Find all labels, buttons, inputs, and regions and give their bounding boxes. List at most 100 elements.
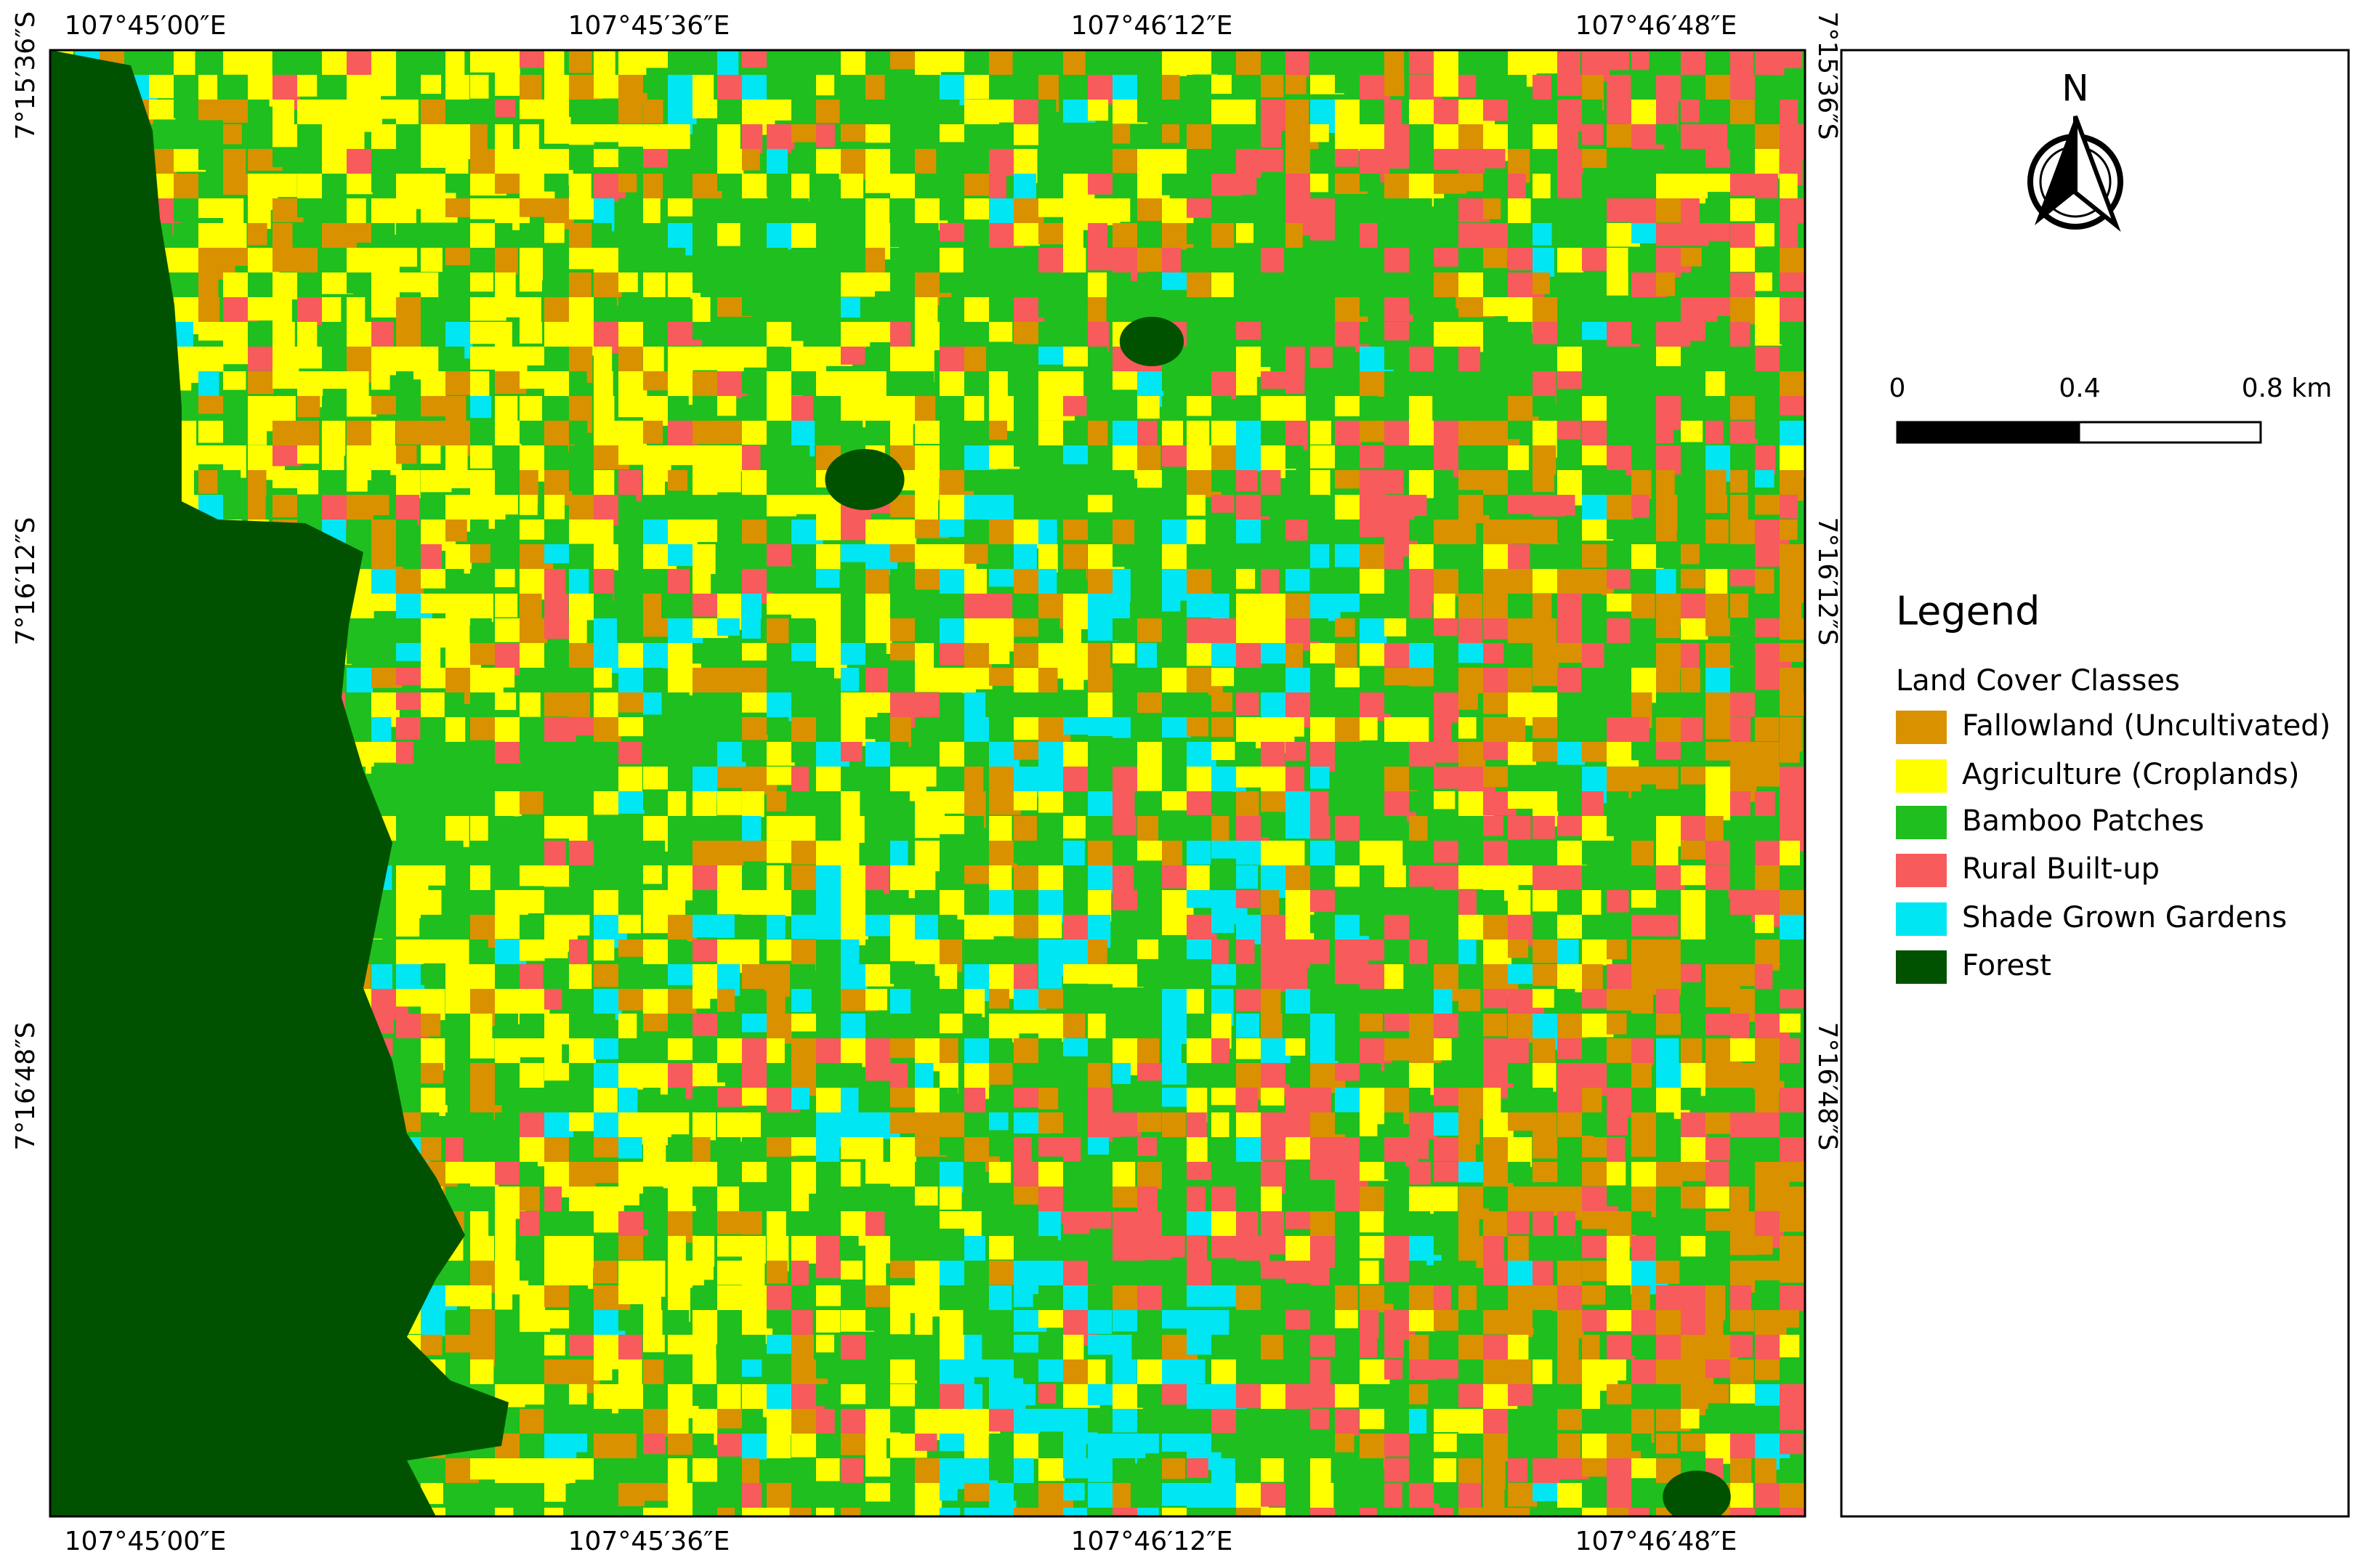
land-cover-patch: [1730, 297, 1759, 325]
land-cover-patch: [1285, 816, 1313, 839]
land-cover-patch: [668, 248, 686, 267]
land-cover-patch: [1137, 841, 1166, 861]
land-cover-patch: [717, 100, 743, 126]
land-cover-patch: [520, 371, 549, 389]
land-cover-patch: [396, 964, 425, 994]
land-cover-patch: [1434, 742, 1461, 763]
land-cover-patch: [544, 371, 573, 398]
land-cover-patch: [347, 174, 373, 195]
land-cover-patch: [371, 964, 392, 993]
land-cover-patch: [1780, 1038, 1801, 1063]
land-cover-patch: [1730, 1335, 1753, 1358]
land-cover-patch: [1014, 1508, 1045, 1516]
land-cover-patch: [1557, 1409, 1584, 1431]
land-cover-patch: [495, 272, 516, 301]
land-cover-patch: [643, 1458, 669, 1477]
coordinate-label: 107°46′48″E: [1575, 1527, 1737, 1556]
land-cover-patch: [1409, 322, 1433, 347]
land-cover-patch: [495, 791, 522, 817]
land-cover-patch: [569, 1458, 594, 1480]
land-cover-patch: [1681, 767, 1710, 785]
land-cover-patch: [1310, 767, 1330, 789]
land-cover-patch: [1508, 1458, 1527, 1483]
land-cover-patch: [1113, 1112, 1142, 1137]
land-cover-patch: [1533, 569, 1562, 594]
land-cover-patch: [594, 767, 620, 793]
land-cover-patch: [717, 1359, 744, 1380]
coordinate-label: 107°46′12″E: [1071, 11, 1233, 41]
land-cover-patch: [544, 668, 572, 692]
land-cover-patch: [1607, 1162, 1626, 1186]
land-cover-patch: [1607, 149, 1626, 169]
land-cover-patch: [1285, 742, 1307, 761]
land-cover-patch: [816, 1285, 846, 1306]
land-cover-patch: [1310, 223, 1339, 241]
land-cover-patch: [520, 1434, 539, 1460]
land-cover-patch: [643, 1236, 669, 1260]
land-cover-patch: [1038, 520, 1057, 546]
land-cover-patch: [1730, 1508, 1756, 1516]
land-cover-patch: [248, 371, 274, 395]
land-cover-patch: [470, 396, 492, 419]
land-cover-patch: [1631, 1038, 1654, 1065]
land-cover-patch: [1187, 569, 1214, 596]
land-cover-patch: [1211, 668, 1235, 687]
land-cover-patch: [1187, 692, 1209, 712]
land-cover-patch: [1014, 791, 1038, 811]
land-cover-patch: [1137, 470, 1163, 488]
legend-swatch: [1896, 806, 1947, 839]
land-cover-patch: [1236, 124, 1259, 143]
land-cover-patch: [1730, 1434, 1756, 1459]
land-cover-patch: [742, 594, 762, 619]
land-cover-patch: [1409, 124, 1437, 147]
land-cover-patch: [1384, 1162, 1406, 1180]
land-cover-patch: [989, 124, 1009, 143]
land-cover-patch: [1162, 1483, 1190, 1506]
land-cover-patch: [1211, 692, 1232, 712]
land-cover-patch: [1088, 445, 1109, 465]
land-cover-patch: [445, 371, 473, 395]
land-cover-patch: [1335, 544, 1364, 567]
forest-patch: [825, 449, 905, 510]
land-cover-patch: [1310, 248, 1337, 270]
land-cover-patch: [594, 791, 619, 815]
scale-label: 0: [1889, 373, 1906, 403]
land-cover-patch: [1211, 791, 1232, 815]
land-cover-patch: [816, 1088, 844, 1115]
land-cover-patch: [1137, 1063, 1166, 1081]
land-cover-patch: [1113, 865, 1134, 892]
land-cover-patch: [1631, 1063, 1652, 1090]
land-cover-patch: [1360, 371, 1386, 397]
land-cover-patch: [520, 272, 542, 292]
land-cover-patch: [890, 668, 913, 690]
land-cover-patch: [544, 1483, 566, 1502]
land-cover-patch: [520, 149, 546, 174]
land-cover-patch: [643, 1508, 672, 1516]
land-cover-patch: [1187, 890, 1214, 908]
land-cover-patch: [1656, 1187, 1684, 1214]
land-cover-patch: [1063, 841, 1085, 869]
land-cover-patch: [1285, 767, 1304, 796]
land-cover-patch: [520, 816, 538, 844]
land-cover-patch: [890, 643, 922, 660]
land-cover-patch: [544, 692, 570, 717]
land-cover-patch: [618, 692, 648, 713]
land-cover-patch: [495, 692, 517, 711]
land-cover-patch: [643, 841, 666, 867]
land-cover-patch: [347, 322, 374, 349]
land-cover-patch: [1384, 865, 1406, 887]
land-cover-patch: [791, 1038, 820, 1066]
forest-patch: [1663, 1471, 1731, 1516]
land-cover-patch: [421, 1014, 441, 1037]
land-cover-patch: [1780, 1112, 1805, 1142]
land-cover-patch: [742, 1359, 762, 1377]
land-cover-patch: [618, 174, 637, 193]
land-cover-patch: [964, 1508, 990, 1516]
land-cover-patch: [1384, 470, 1404, 494]
land-cover-patch: [1434, 915, 1453, 939]
land-cover-patch: [1483, 1409, 1509, 1437]
land-cover-patch: [1187, 124, 1216, 150]
land-cover-patch: [1631, 1508, 1650, 1516]
land-cover-patch: [964, 989, 985, 1017]
land-cover-patch: [1508, 1483, 1538, 1507]
